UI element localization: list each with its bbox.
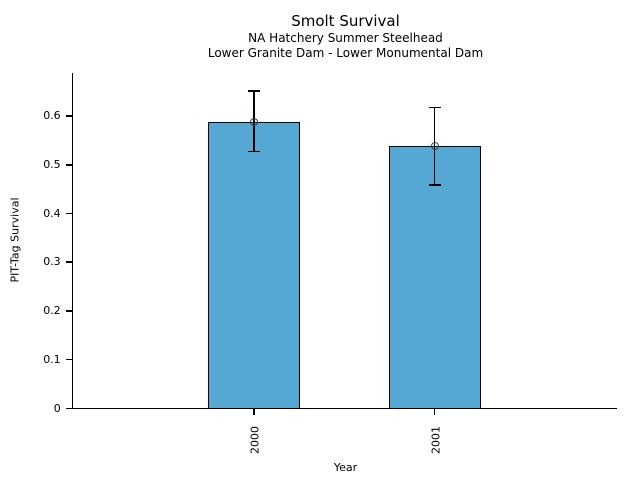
error-bar-cap-top (248, 90, 260, 92)
x-axis-label: Year (333, 461, 358, 474)
marker-circle (430, 142, 439, 151)
y-axis-spine (71, 73, 74, 410)
x-tick (433, 409, 436, 416)
marker-circle (250, 118, 258, 127)
y-tick-label: 0.6 (43, 109, 61, 123)
y-tick-label: 0.2 (43, 304, 61, 318)
x-tick (253, 409, 255, 416)
y-tick-label: 0 (53, 401, 61, 415)
y-tick-label: 0.4 (43, 206, 61, 220)
x-tick-label: 2000 (248, 426, 262, 454)
bar-2001 (388, 146, 481, 410)
y-tick (65, 358, 72, 361)
y-tick-label: 0.1 (43, 352, 61, 366)
bar-2000 (208, 122, 300, 410)
y-tick-label: 0.3 (43, 255, 61, 269)
error-bar-cap-bottom (428, 184, 441, 186)
y-tick (65, 310, 72, 312)
y-tick (65, 115, 72, 117)
chart-subtitle-line2: Lower Granite Dam - Lower Monumental Dam (207, 46, 484, 60)
y-tick (65, 164, 72, 166)
error-bar-cap-top (428, 106, 441, 109)
chart-subtitle-line1: NA Hatchery Summer Steelhead (248, 31, 443, 45)
y-tick-label: 0.5 (43, 158, 61, 172)
x-axis-line (71, 407, 617, 410)
chart-title: Smolt Survival (291, 12, 400, 30)
x-tick-label: 2001 (429, 426, 442, 454)
y-tick (65, 407, 72, 410)
y-tick (65, 212, 72, 215)
error-bar-cap-bottom (248, 150, 260, 153)
y-axis-label: PIT-Tag Survival (8, 197, 22, 283)
y-tick (65, 261, 72, 264)
